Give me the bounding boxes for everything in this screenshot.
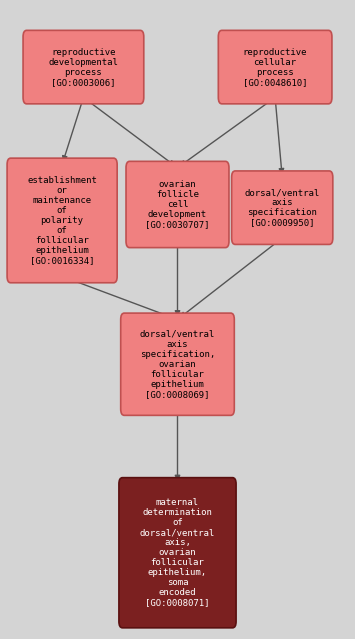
Text: ovarian
follicle
cell
development
[GO:0030707]: ovarian follicle cell development [GO:00… (145, 180, 210, 229)
Text: reproductive
developmental
process
[GO:0003006]: reproductive developmental process [GO:0… (49, 47, 118, 87)
FancyBboxPatch shape (23, 30, 144, 104)
Text: dorsal/ventral
axis
specification
[GO:0009950]: dorsal/ventral axis specification [GO:00… (245, 188, 320, 227)
Text: maternal
determination
of
dorsal/ventral
axis,
ovarian
follicular
epithelium,
so: maternal determination of dorsal/ventral… (140, 498, 215, 608)
FancyBboxPatch shape (121, 313, 234, 415)
Text: reproductive
cellular
process
[GO:0048610]: reproductive cellular process [GO:004861… (243, 47, 307, 87)
FancyBboxPatch shape (7, 158, 117, 282)
Text: establishment
or
maintenance
of
polarity
of
follicular
epithelium
[GO:0016334]: establishment or maintenance of polarity… (27, 176, 97, 265)
FancyBboxPatch shape (126, 161, 229, 247)
FancyBboxPatch shape (232, 171, 333, 244)
Text: dorsal/ventral
axis
specification,
ovarian
follicular
epithelium
[GO:0008069]: dorsal/ventral axis specification, ovari… (140, 330, 215, 399)
FancyBboxPatch shape (119, 478, 236, 627)
FancyBboxPatch shape (218, 30, 332, 104)
